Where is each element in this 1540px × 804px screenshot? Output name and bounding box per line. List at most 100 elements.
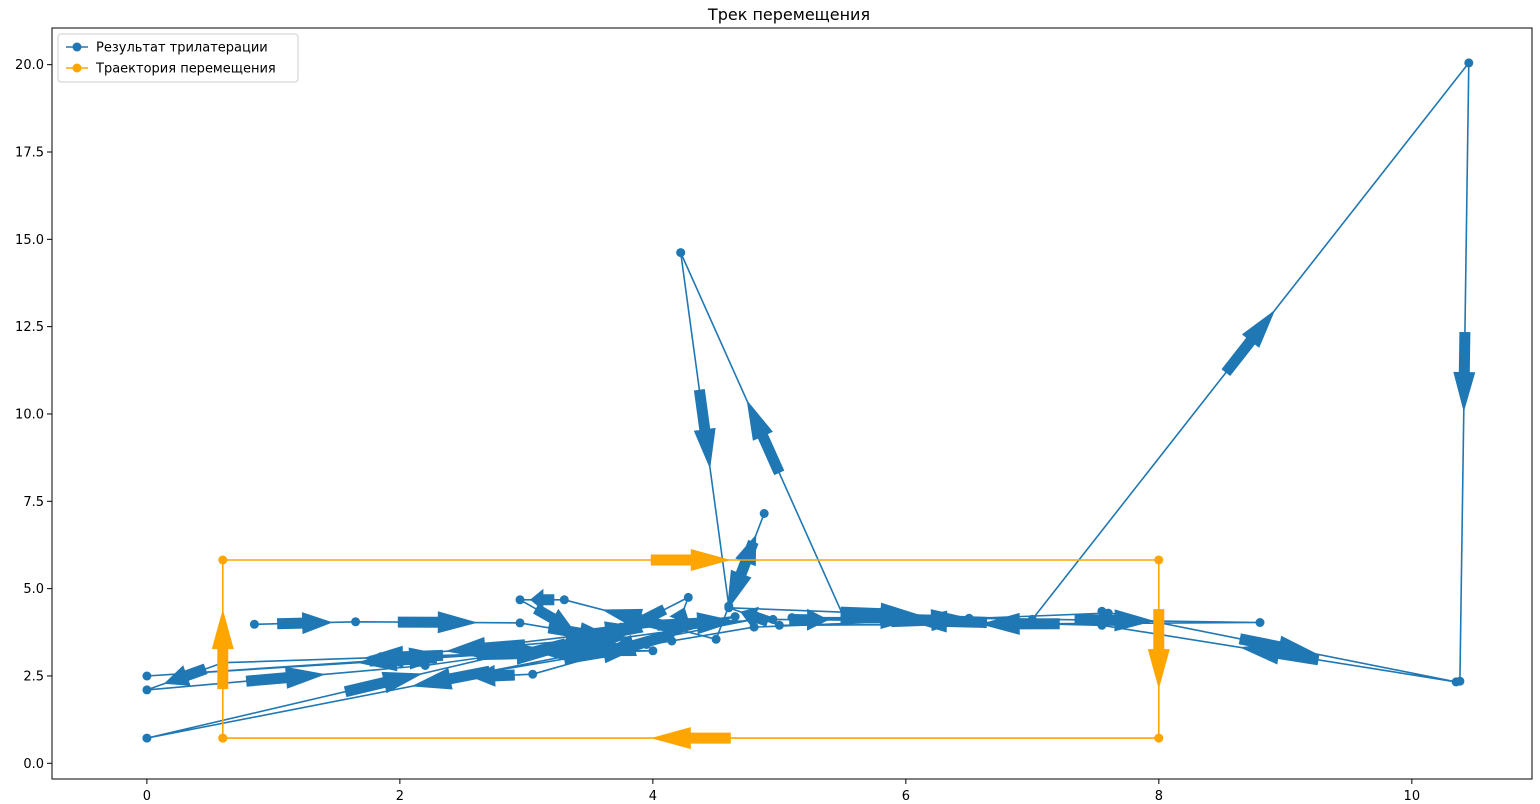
- data-point: [840, 615, 850, 625]
- data-point: [142, 671, 152, 681]
- direction-arrow: [163, 663, 208, 686]
- x-tick-label: 0: [143, 789, 151, 804]
- data-point: [749, 622, 759, 632]
- direction-arrow: [530, 588, 555, 611]
- direction-arrow: [363, 645, 444, 668]
- data-point: [749, 614, 759, 624]
- data-point: [528, 669, 538, 679]
- direction-arrow: [726, 539, 759, 611]
- data-point: [616, 622, 626, 632]
- y-tick-label: 7.5: [23, 495, 44, 510]
- series-2: [211, 549, 1170, 750]
- y-tick-label: 17.5: [15, 146, 44, 161]
- direction-arrow: [211, 609, 234, 690]
- y-tick-label: 12.5: [15, 320, 44, 335]
- data-point: [559, 595, 569, 605]
- direction-arrow: [533, 603, 574, 631]
- y-tick-label: 10.0: [15, 407, 44, 422]
- direction-arrow: [343, 671, 423, 698]
- data-point: [1255, 618, 1265, 627]
- direction-arrow: [277, 612, 333, 635]
- data-point: [648, 646, 658, 656]
- data-point: [515, 618, 525, 628]
- y-tick-label: 0.0: [23, 757, 44, 772]
- data-point: [1154, 733, 1164, 743]
- data-point: [376, 652, 386, 662]
- legend-box: [57, 33, 299, 83]
- data-point: [964, 613, 974, 623]
- axes-frame: [51, 27, 1533, 780]
- x-tick-label: 8: [1155, 789, 1163, 804]
- data-point: [711, 634, 721, 644]
- direction-arrow: [650, 727, 731, 750]
- data-point: [642, 640, 651, 649]
- data-point: [142, 733, 152, 743]
- data-point: [759, 509, 769, 518]
- data-point: [1097, 606, 1107, 616]
- data-point: [515, 595, 525, 605]
- direction-arrow: [1074, 609, 1155, 632]
- direction-arrow: [563, 641, 643, 665]
- data-point: [787, 613, 797, 623]
- data-point: [1027, 614, 1037, 624]
- data-point: [578, 646, 588, 656]
- data-point: [667, 636, 677, 646]
- data-point: [683, 592, 693, 602]
- data-point: [585, 634, 595, 644]
- direction-arrow: [601, 608, 681, 635]
- data-point: [1455, 676, 1465, 686]
- y-tick-label: 2.5: [23, 669, 44, 684]
- legend-marker: [72, 63, 82, 73]
- legend-marker: [72, 42, 82, 52]
- chart-marks: [142, 58, 1476, 750]
- data-point: [676, 248, 686, 258]
- legend-label: Траектория перемещения: [95, 62, 276, 77]
- y-tick-label: 15.0: [15, 233, 44, 248]
- data-point: [1097, 620, 1107, 630]
- data-point: [142, 685, 152, 695]
- x-tick-label: 4: [649, 789, 657, 804]
- chart-title: Трек перемещения: [707, 5, 870, 24]
- data-point: [218, 733, 228, 743]
- direction-arrow: [693, 389, 716, 469]
- data-point: [249, 619, 259, 629]
- direction-arrow: [1147, 609, 1170, 690]
- y-tick-label: 20.0: [15, 58, 44, 73]
- x-tick-label: 6: [902, 789, 910, 804]
- axis-ticks: 0 2 4 6 8 10 0.0 2.5 5.0 7.5 10.0 12.5 15.0 17.5 20.0: [15, 58, 1420, 804]
- direction-arrow: [445, 637, 526, 659]
- data-point: [471, 643, 481, 653]
- direction-arrow: [245, 666, 326, 689]
- data-point: [768, 614, 778, 624]
- direction-arrow: [840, 602, 921, 625]
- direction-arrow: [789, 608, 829, 631]
- direction-arrow: [1221, 309, 1276, 376]
- direction-arrow: [397, 611, 478, 634]
- data-point: [724, 603, 734, 613]
- legend-item: Траектория перемещения: [66, 62, 276, 77]
- data-point: [774, 620, 784, 630]
- data-point: [420, 661, 430, 670]
- x-tick-label: 2: [396, 789, 404, 804]
- series-1: [142, 58, 1476, 743]
- x-tick-label: 10: [1404, 789, 1421, 804]
- direction-arrow: [1239, 642, 1320, 666]
- data-point: [218, 555, 228, 565]
- direction-arrow: [650, 549, 731, 571]
- data-point: [351, 617, 361, 627]
- y-tick-label: 5.0: [23, 582, 44, 597]
- direction-arrow: [470, 664, 515, 687]
- legend-item: Результат трилатерации: [66, 41, 268, 56]
- data-point: [448, 673, 458, 683]
- direction-arrow: [746, 399, 785, 476]
- data-point: [730, 612, 740, 622]
- legend-label: Результат трилатерации: [96, 41, 268, 56]
- direction-arrow: [907, 610, 988, 633]
- direction-arrow: [979, 612, 1060, 635]
- legend: Результат трилатерации Траектория перемещ…: [57, 33, 299, 83]
- data-point: [1464, 58, 1474, 68]
- data-point: [1154, 555, 1164, 565]
- direction-arrow: [1453, 332, 1476, 413]
